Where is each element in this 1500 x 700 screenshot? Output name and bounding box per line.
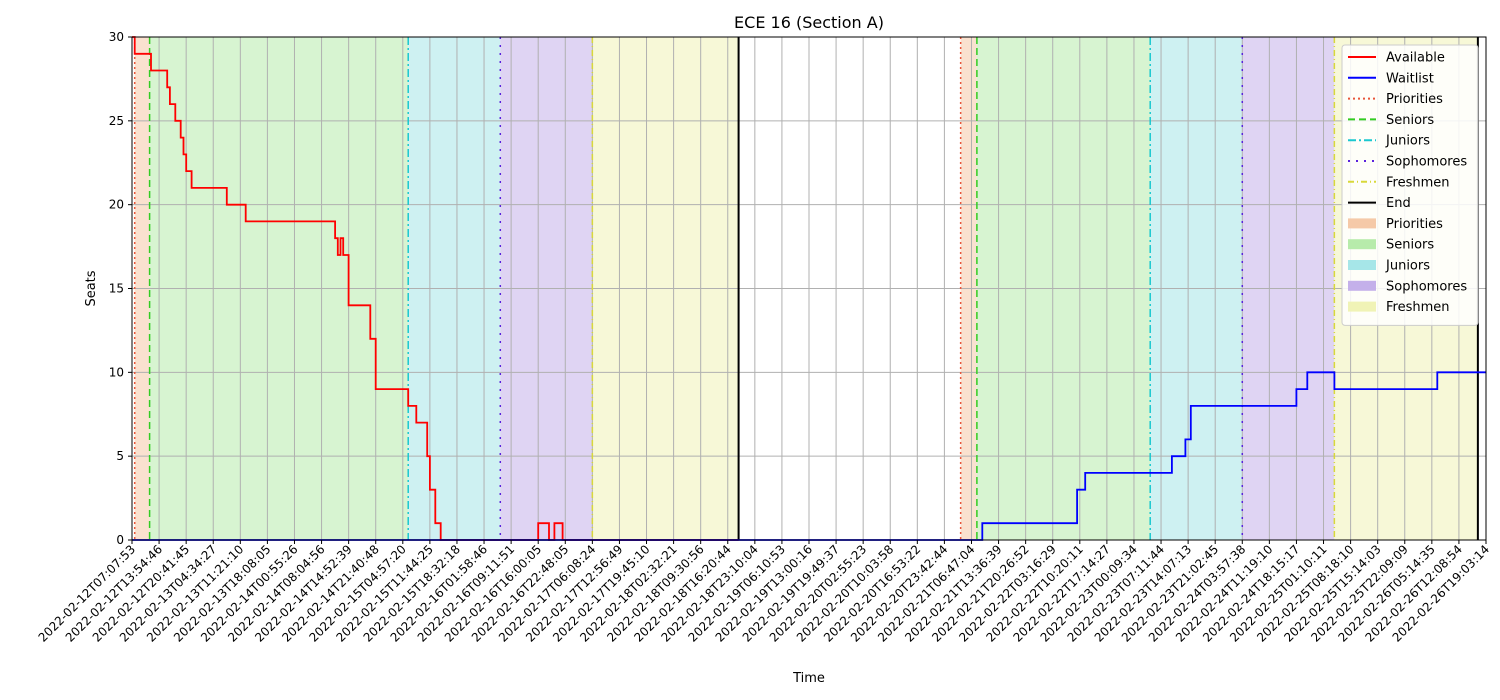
y-tick-label: 0 bbox=[116, 533, 124, 547]
y-tick-label: 10 bbox=[109, 365, 124, 379]
legend-label: Seniors bbox=[1386, 113, 1434, 128]
legend-label: Juniors bbox=[1385, 134, 1430, 149]
y-axis-ticks: 0 5 10 15 20 25 30 bbox=[109, 30, 132, 547]
chart-title: ECE 16 (Section A) bbox=[734, 13, 884, 32]
x-axis-label: Time bbox=[792, 671, 825, 686]
series-available-line bbox=[132, 36, 739, 541]
legend-label: Sophomores bbox=[1386, 279, 1467, 294]
legend-swatch bbox=[1348, 218, 1376, 229]
legend-swatch bbox=[1348, 260, 1376, 270]
legend-swatch bbox=[1348, 239, 1376, 250]
legend-label: Juniors bbox=[1385, 259, 1430, 274]
y-tick-label: 5 bbox=[116, 449, 124, 463]
legend-label: Freshmen bbox=[1386, 300, 1450, 315]
legend-label: Priorities bbox=[1386, 217, 1443, 232]
series bbox=[132, 36, 1486, 541]
y-tick-label: 30 bbox=[109, 30, 124, 44]
legend-label: Priorities bbox=[1386, 92, 1443, 107]
legend-label: Seniors bbox=[1386, 238, 1434, 253]
y-tick-label: 15 bbox=[109, 282, 124, 296]
legend-label: Available bbox=[1386, 51, 1445, 66]
legend-label: Sophomores bbox=[1386, 155, 1467, 170]
y-tick-label: 25 bbox=[109, 114, 124, 128]
legend-swatch bbox=[1348, 301, 1376, 312]
x-axis-ticks: 2022-02-12T07:07:532022-02-12T13:54:4620… bbox=[36, 540, 1492, 645]
legend: Available Waitlist Priorities Seniors Junior… bbox=[1341, 44, 1479, 326]
y-tick-label: 20 bbox=[109, 198, 124, 212]
legend-label: Freshmen bbox=[1386, 175, 1450, 190]
y-axis-label: Seats bbox=[84, 270, 99, 306]
legend-label: End bbox=[1386, 196, 1411, 211]
legend-box bbox=[1341, 44, 1479, 326]
legend-swatch bbox=[1348, 280, 1376, 291]
series-waitlist-line bbox=[132, 371, 1486, 541]
legend-label: Waitlist bbox=[1386, 71, 1434, 86]
